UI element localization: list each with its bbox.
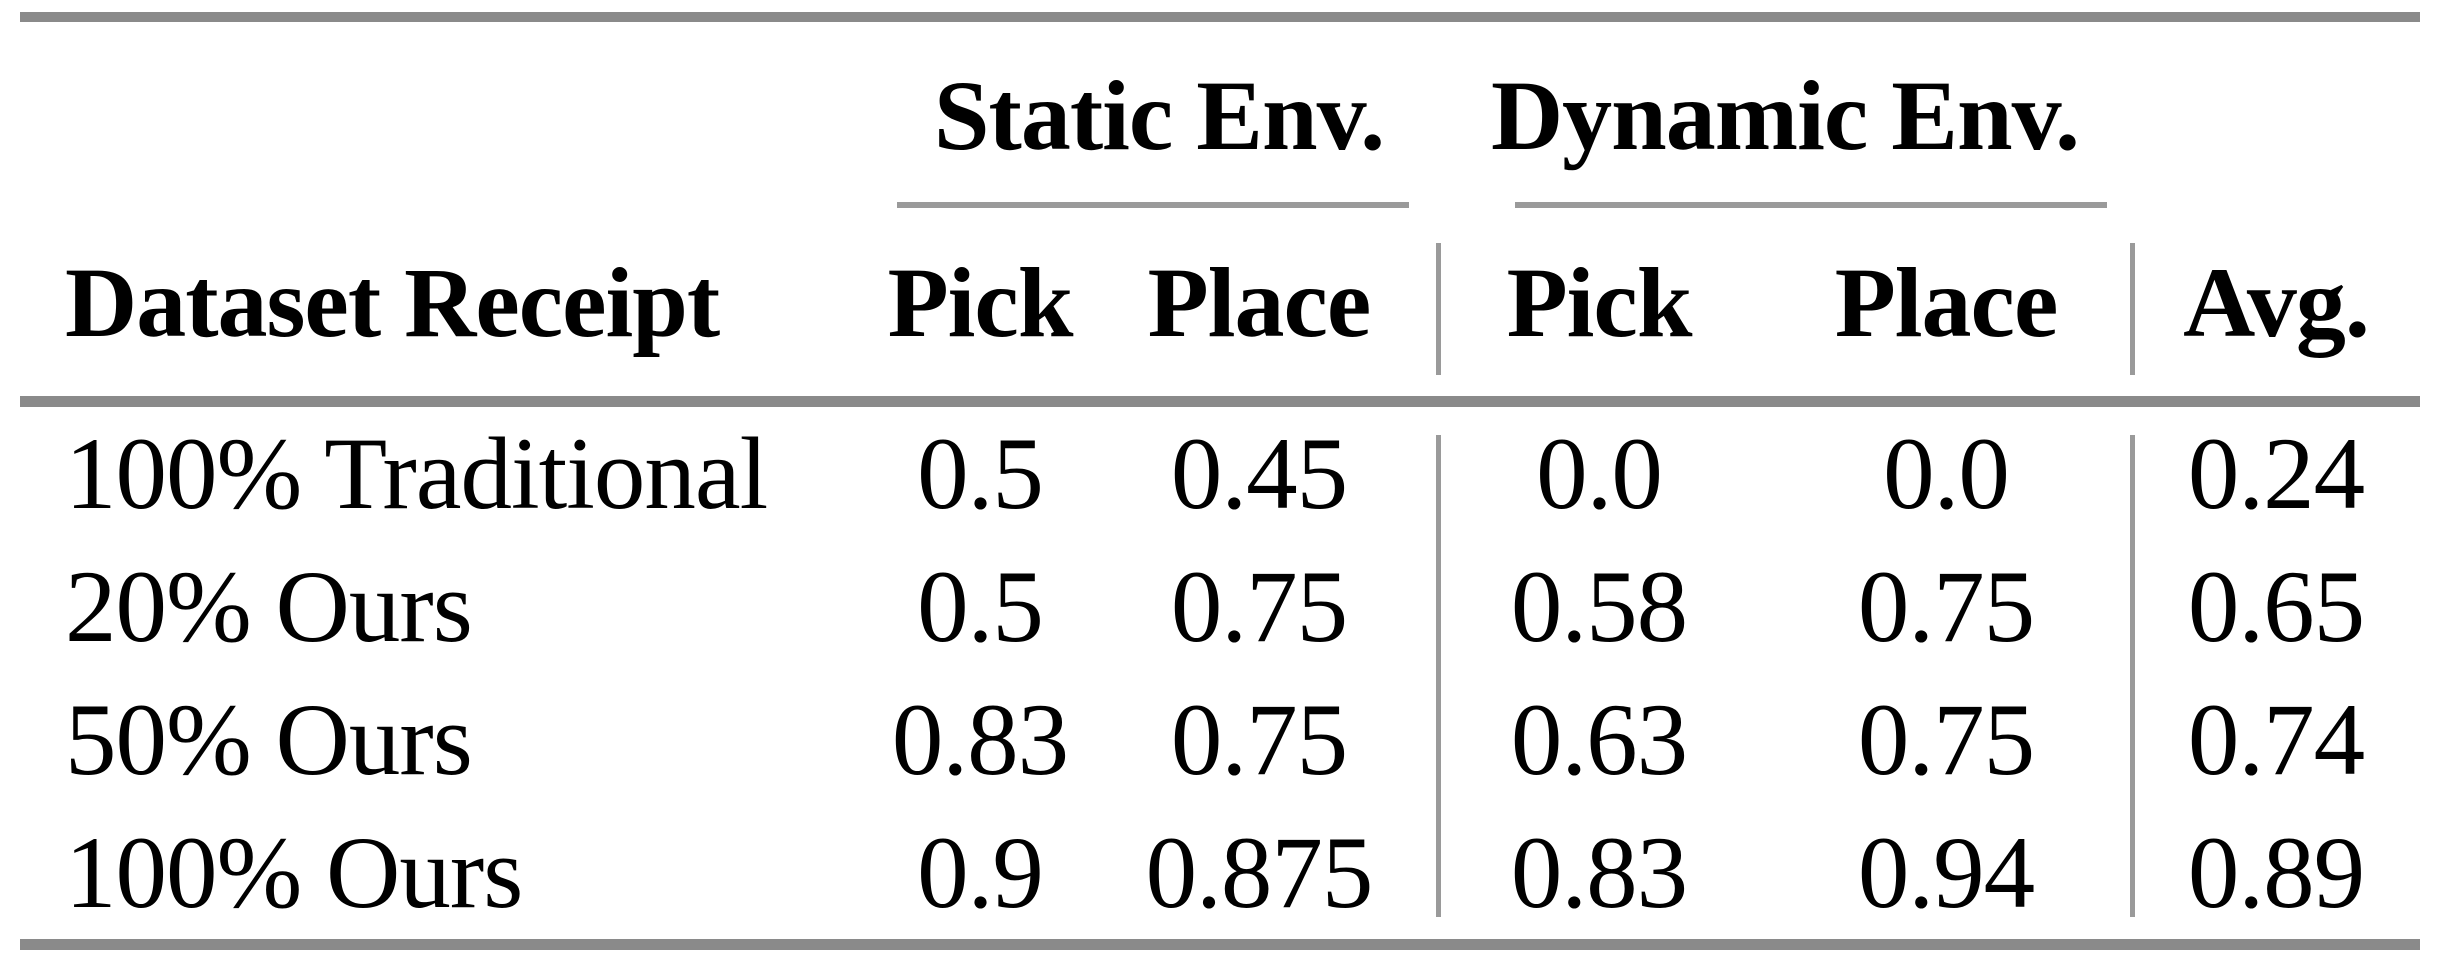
- empty-corner-cell: [20, 17, 880, 208]
- cell-static-place: 0.45: [1170, 416, 1348, 531]
- column-header-dynamic-place: Place: [1760, 208, 2133, 407]
- static-env-underline-rule: [897, 202, 1409, 208]
- row-label: 50% Ours: [65, 682, 473, 797]
- row-label: 20% Ours: [65, 549, 473, 664]
- empty-corner-cell: [2132, 17, 2420, 208]
- column-header-avg: Avg.: [2130, 208, 2421, 407]
- column-header-dataset-receipt: Dataset Receipt: [20, 208, 880, 407]
- cell-static-pick: 0.83: [891, 682, 1069, 797]
- cell-static-place: 0.875: [1145, 815, 1374, 930]
- table-row: 50% Ours 0.83 0.75 0.63 0.75 0.74: [20, 673, 2420, 806]
- column-header-static-place: Place: [1080, 208, 1438, 407]
- cell-static-place: 0.75: [1170, 549, 1348, 664]
- cell-dynamic-pick: 0.0: [1436, 402, 1760, 541]
- table-row: 20% Ours 0.5 0.75 0.58 0.75 0.65: [20, 540, 2420, 673]
- cell-avg: 0.89: [2130, 806, 2420, 945]
- cell-dynamic-place: 0.94: [1857, 815, 2035, 930]
- group-header-static: Static Env.: [880, 17, 1438, 208]
- group-header-row: Static Env. Dynamic Env.: [20, 17, 2420, 208]
- cell-avg: 0.74: [2130, 673, 2420, 806]
- table-row: 100% Ours 0.9 0.875 0.83 0.94 0.89: [20, 806, 2420, 945]
- row-label: 100% Traditional: [65, 416, 768, 531]
- column-header-static-pick: Pick: [880, 208, 1080, 407]
- dynamic-env-underline-rule: [1515, 202, 2108, 208]
- results-table: Static Env. Dynamic Env. Dataset Receipt…: [20, 12, 2421, 950]
- cell-avg: 0.24: [2130, 402, 2420, 541]
- cell-dynamic-pick: 0.63: [1436, 673, 1760, 806]
- group-header-dynamic: Dynamic Env.: [1438, 17, 2132, 208]
- cell-static-pick: 0.5: [917, 549, 1044, 664]
- cell-avg: 0.65: [2130, 540, 2420, 673]
- cell-dynamic-pick: 0.83: [1436, 806, 1760, 945]
- cell-static-pick: 0.9: [917, 815, 1044, 930]
- group-label-dynamic-env: Dynamic Env.: [1490, 59, 2080, 171]
- cell-dynamic-place: 0.0: [1883, 416, 2010, 531]
- column-header-dynamic-pick: Pick: [1436, 208, 1760, 407]
- cell-static-pick: 0.5: [917, 416, 1044, 531]
- group-label-static-env: Static Env.: [933, 59, 1385, 171]
- table-row: 100% Traditional 0.5 0.45 0.0 0.0 0.24: [20, 402, 2420, 541]
- cell-dynamic-place: 0.75: [1857, 549, 2035, 664]
- cell-dynamic-place: 0.75: [1857, 682, 2035, 797]
- cell-dynamic-pick: 0.58: [1436, 540, 1760, 673]
- column-header-row: Dataset Receipt Pick Place Pick Place Av…: [20, 208, 2421, 407]
- cell-static-place: 0.75: [1170, 682, 1348, 797]
- row-label: 100% Ours: [65, 815, 523, 930]
